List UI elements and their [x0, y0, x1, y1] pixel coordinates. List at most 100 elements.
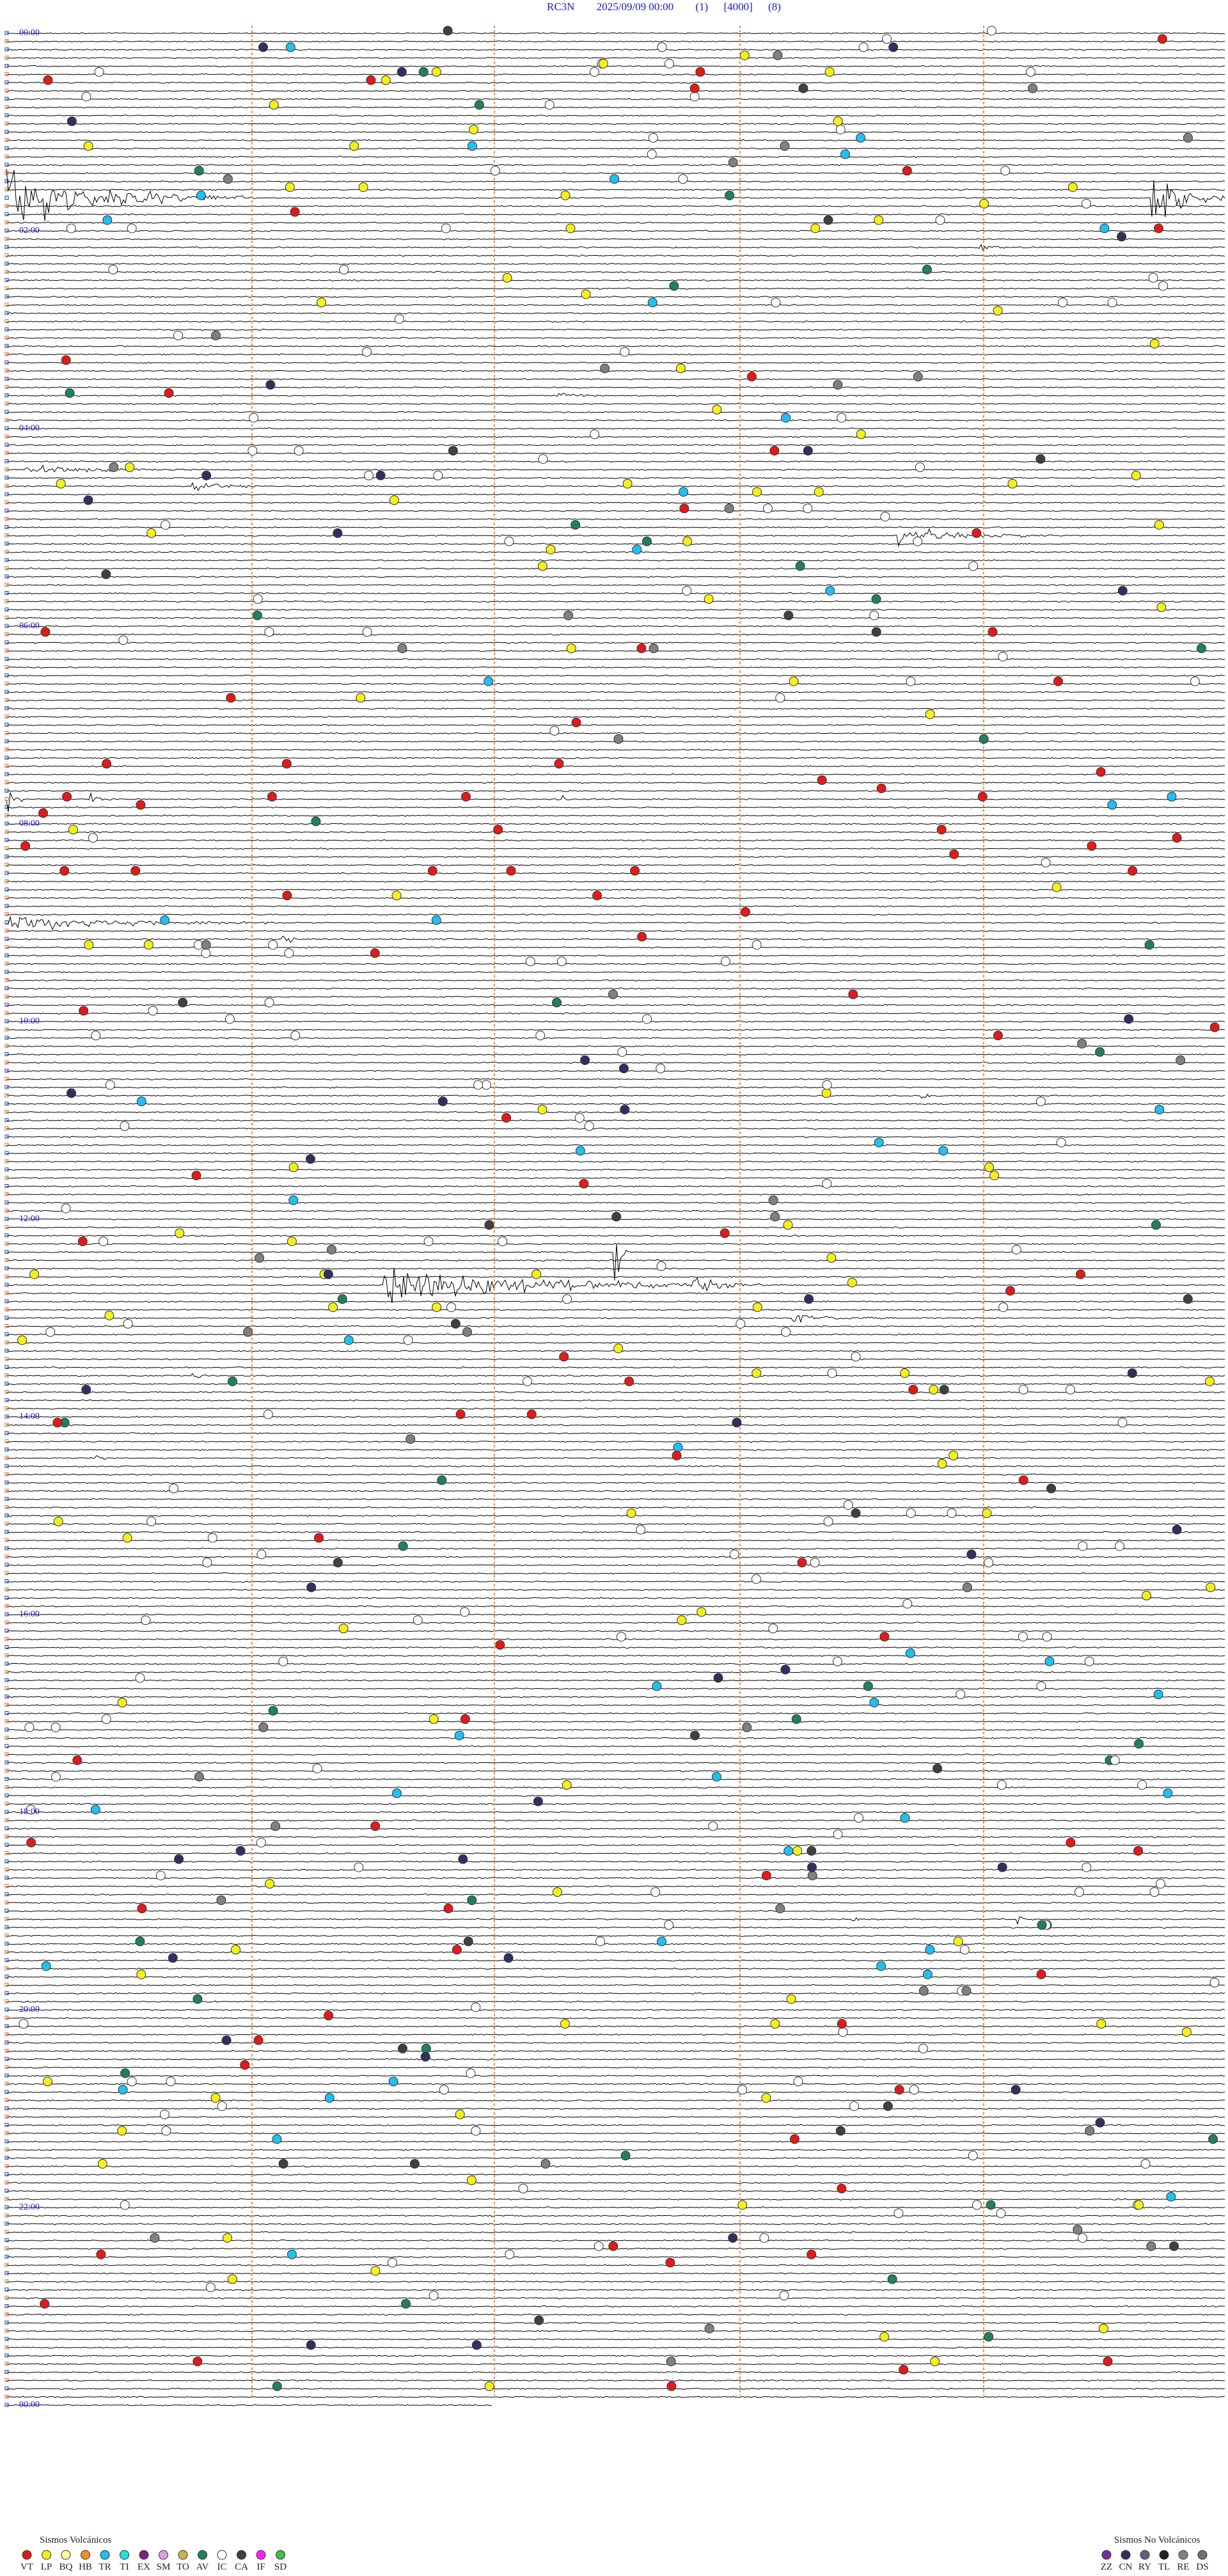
event-marker — [648, 132, 658, 143]
trace — [6, 633, 1225, 636]
event-marker — [837, 2019, 847, 2029]
event-marker — [1154, 223, 1163, 233]
trace-start-mark — [4, 1398, 9, 1402]
event-marker — [137, 1904, 147, 1913]
trace — [6, 98, 1225, 100]
event-marker — [984, 2332, 994, 2342]
trace-start-mark — [4, 2222, 9, 2226]
event-marker — [290, 1031, 301, 1041]
event-marker — [993, 306, 1003, 316]
event-marker — [632, 544, 642, 555]
trace-start-mark — [4, 640, 9, 645]
event-marker — [437, 1475, 447, 1485]
trace — [6, 1506, 1225, 1509]
trace-start-mark — [4, 368, 9, 373]
event-marker — [324, 2093, 335, 2103]
event-marker — [775, 1904, 785, 1913]
event-marker — [398, 1541, 408, 1551]
trace-start-mark — [4, 1975, 9, 1979]
event-marker — [720, 1228, 730, 1238]
event-marker — [467, 1895, 477, 1906]
trace-start-mark — [4, 2197, 9, 2201]
event-marker — [94, 67, 104, 77]
event-marker — [666, 2381, 677, 2391]
event-marker — [608, 2241, 618, 2251]
trace-start-mark — [4, 2271, 9, 2275]
trace — [6, 1984, 1225, 1987]
event-marker — [793, 2076, 803, 2087]
trace-start-mark — [4, 1184, 9, 1188]
event-marker — [656, 1063, 666, 1073]
event-marker — [202, 1558, 212, 1568]
event-marker — [484, 2381, 494, 2391]
trace — [6, 929, 1225, 933]
trace-start-mark — [4, 549, 9, 554]
event-marker — [256, 1549, 267, 1560]
trace — [6, 1811, 1225, 1813]
hour-label: 20:00 — [19, 2005, 40, 2014]
event-marker — [249, 413, 259, 423]
event-marker — [996, 1780, 1007, 1790]
trace — [6, 1703, 1225, 1707]
trace-start-mark — [4, 1958, 9, 1963]
event-marker — [423, 1237, 434, 1247]
trace — [6, 1803, 1225, 1805]
trace-start-mark — [4, 262, 9, 265]
event-marker — [96, 2249, 106, 2259]
trace-start-mark — [4, 780, 9, 785]
trace-start-mark — [4, 2320, 9, 2325]
event-marker — [620, 1105, 630, 1115]
event-marker — [24, 1722, 35, 1732]
trace — [6, 2000, 1225, 2003]
trace — [6, 1308, 1225, 1311]
event-marker — [679, 503, 689, 514]
event-marker — [556, 956, 567, 967]
trace-start-mark — [4, 665, 9, 669]
event-marker — [201, 948, 211, 958]
trace — [6, 1769, 1225, 1773]
trace — [6, 2107, 1225, 2110]
trace — [6, 393, 1225, 397]
event-marker — [1077, 1039, 1087, 1049]
event-marker — [210, 2093, 221, 2103]
trace-start-mark — [4, 673, 9, 677]
event-marker — [503, 1953, 514, 1963]
event-marker — [961, 1986, 972, 1996]
trace-start-mark — [4, 286, 9, 290]
trace — [6, 2066, 1225, 2069]
event-marker — [362, 627, 372, 637]
event-marker — [590, 429, 600, 439]
trace — [6, 1455, 1225, 1460]
event-marker — [240, 2060, 250, 2070]
event-marker — [1099, 223, 1110, 233]
trace — [6, 1168, 1225, 1171]
trace-start-mark — [4, 319, 9, 324]
legend-swatch — [237, 2550, 246, 2560]
event-marker — [874, 215, 884, 225]
trace — [6, 757, 1225, 759]
event-marker — [493, 825, 503, 835]
event-marker — [761, 2093, 771, 2103]
event-marker — [968, 561, 979, 571]
event-marker — [1172, 1524, 1182, 1535]
event-marker — [258, 1722, 269, 1732]
trace-start-mark — [4, 2073, 9, 2078]
event-marker — [984, 1162, 995, 1173]
trace-start-mark — [4, 1612, 9, 1616]
trace — [6, 304, 1225, 306]
event-marker — [337, 1294, 347, 1304]
event-marker — [102, 759, 112, 769]
event-marker — [267, 791, 277, 802]
trace-start-mark — [4, 2090, 9, 2094]
trace — [6, 1893, 1225, 1896]
trace — [6, 482, 1225, 492]
trace — [6, 1967, 1225, 1970]
trace — [6, 2083, 1225, 2085]
event-marker — [263, 1409, 273, 1419]
gain: [4000] — [723, 1, 752, 13]
trace-start-mark — [4, 1719, 9, 1723]
trace-start-mark — [4, 2279, 9, 2284]
trace — [6, 320, 1225, 323]
event-marker — [252, 610, 262, 620]
trace-start-mark — [4, 1464, 9, 1468]
